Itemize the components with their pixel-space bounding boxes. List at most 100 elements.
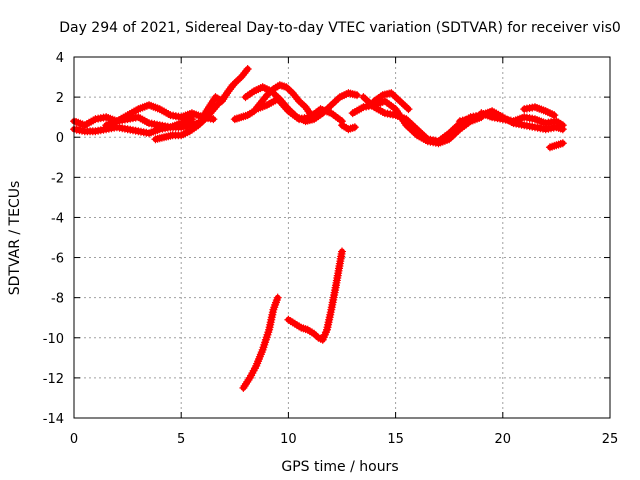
y-tick-label: -14 bbox=[43, 412, 64, 427]
x-tick-label: 15 bbox=[387, 432, 404, 447]
x-tick-label: 10 bbox=[280, 432, 297, 447]
data-point bbox=[198, 113, 207, 122]
data-point bbox=[558, 121, 567, 130]
series-trace-18 bbox=[284, 247, 346, 344]
data-point bbox=[244, 375, 253, 384]
data-point bbox=[219, 95, 228, 104]
data-point bbox=[227, 83, 236, 92]
data-point bbox=[242, 67, 251, 76]
series-trace-17 bbox=[239, 293, 282, 392]
data-point bbox=[550, 111, 559, 120]
y-tick-label: 0 bbox=[56, 131, 64, 146]
series-trace-9 bbox=[338, 121, 359, 134]
data-point bbox=[291, 93, 300, 102]
data-point bbox=[237, 73, 246, 82]
series-trace-15 bbox=[520, 103, 559, 120]
data-point bbox=[238, 71, 247, 80]
data-point bbox=[353, 91, 362, 100]
data-point bbox=[282, 105, 291, 114]
data-point bbox=[213, 101, 222, 110]
data-point bbox=[407, 120, 416, 129]
data-point bbox=[201, 109, 210, 118]
data-point bbox=[446, 127, 455, 136]
x-tick-label: 25 bbox=[602, 432, 619, 447]
data-point bbox=[240, 381, 249, 390]
data-point bbox=[243, 377, 252, 386]
data-point bbox=[402, 115, 411, 124]
data-point bbox=[205, 103, 214, 112]
data-point bbox=[361, 94, 370, 103]
data-point bbox=[404, 105, 413, 114]
data-point bbox=[224, 87, 233, 96]
series-trace-16 bbox=[545, 139, 567, 152]
data-point bbox=[202, 107, 211, 116]
data-point bbox=[416, 128, 425, 137]
x-tick-label: 20 bbox=[495, 432, 512, 447]
data-point bbox=[243, 65, 252, 74]
y-axis-ticks: 4 2 0 -2 -4 -6 -8 -10 -12 -14 bbox=[43, 51, 610, 427]
data-point bbox=[338, 247, 346, 256]
plot-frame bbox=[73, 56, 611, 419]
data-point bbox=[199, 111, 208, 120]
data-point bbox=[420, 131, 429, 140]
data-point bbox=[290, 91, 299, 100]
y-tick-label: -6 bbox=[51, 252, 64, 267]
data-point bbox=[217, 97, 226, 106]
data-point bbox=[210, 95, 219, 104]
data-point bbox=[405, 118, 414, 127]
data-point bbox=[273, 95, 282, 104]
y-tick-label: 2 bbox=[56, 91, 64, 106]
data-point bbox=[288, 89, 297, 98]
y-axis-label: SDTVAR / TECUs bbox=[7, 181, 23, 296]
data-point bbox=[363, 96, 372, 105]
y-tick-label: -8 bbox=[51, 292, 64, 307]
series-trace-5 bbox=[198, 65, 252, 122]
data-point bbox=[558, 139, 567, 148]
data-point bbox=[350, 123, 359, 132]
series-trace-2 bbox=[70, 115, 196, 138]
data-point bbox=[302, 105, 311, 114]
data-point bbox=[206, 101, 215, 110]
data-point bbox=[221, 91, 230, 100]
data-point bbox=[279, 101, 288, 110]
chart-title: Day 294 of 2021, Sidereal Day-to-day VTE… bbox=[59, 20, 621, 36]
data-point bbox=[409, 121, 418, 130]
data-point bbox=[280, 103, 289, 112]
data-point bbox=[304, 107, 313, 116]
x-axis-ticks: 0 5 10 15 20 25 bbox=[70, 57, 618, 447]
series-trace-12 bbox=[370, 89, 413, 114]
series-trace-8 bbox=[252, 95, 346, 126]
data-point bbox=[450, 124, 459, 133]
x-axis-label: GPS time / hours bbox=[281, 459, 398, 475]
y-tick-label: -2 bbox=[51, 171, 64, 186]
data-point bbox=[421, 133, 430, 142]
data-point bbox=[452, 122, 461, 131]
data-point bbox=[277, 99, 286, 108]
data-point bbox=[418, 130, 427, 139]
data-point bbox=[413, 125, 422, 134]
data-point bbox=[239, 383, 248, 392]
data-point bbox=[448, 125, 457, 134]
data-point bbox=[220, 93, 229, 102]
data-point bbox=[275, 97, 284, 106]
data-point bbox=[359, 93, 368, 102]
data-point bbox=[402, 103, 411, 112]
data-point bbox=[241, 379, 250, 388]
data-point bbox=[445, 129, 454, 138]
data-point bbox=[223, 89, 232, 98]
data-point bbox=[259, 95, 268, 104]
y-tick-label: -10 bbox=[43, 332, 64, 347]
data-marks bbox=[70, 65, 567, 392]
series-trace-3 bbox=[102, 101, 218, 130]
data-point bbox=[414, 126, 423, 135]
y-tick-label: -4 bbox=[51, 211, 64, 226]
data-point bbox=[203, 105, 212, 114]
series-trace-14 bbox=[477, 109, 567, 130]
data-point bbox=[404, 116, 413, 125]
data-point bbox=[208, 97, 217, 106]
data-point bbox=[207, 99, 216, 108]
data-point bbox=[225, 85, 234, 94]
data-point bbox=[209, 115, 218, 124]
